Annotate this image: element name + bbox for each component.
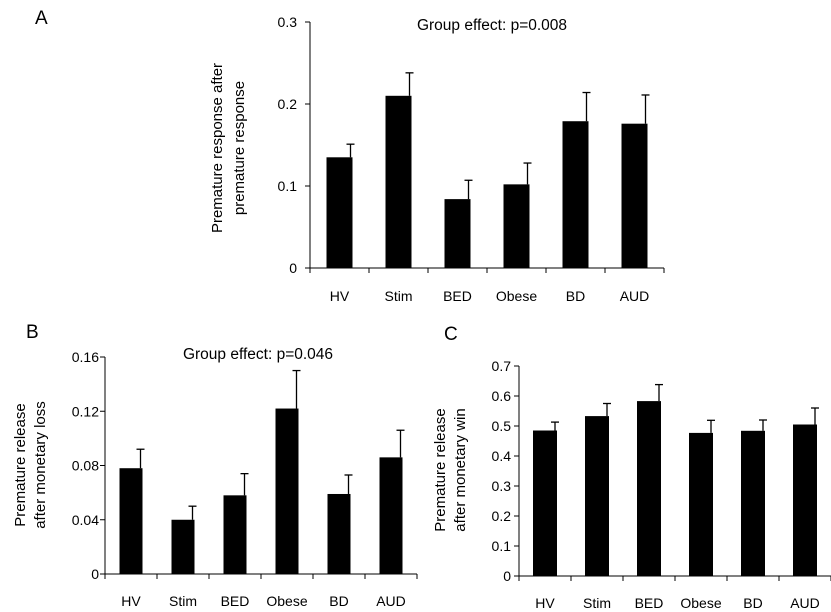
panel-b-y-axis-title: Premature release after monetary loss [12, 401, 49, 529]
panel-a-marks: 0 0.1 0.2 0.3 HV Stim BED Obese BD AUD [278, 14, 665, 304]
panel-b-category-label-bed: BED [221, 593, 250, 609]
panel-c-bar-bd [741, 430, 765, 576]
panel-b-category-label-hv: HV [121, 593, 141, 609]
panel-b-bar-bd [327, 493, 351, 574]
panel-a-y-axis-title: Premature response after premature respo… [209, 63, 248, 233]
panel-a-bar-aud [621, 123, 648, 269]
panel-b-title: Group effect: p=0.046 [183, 346, 333, 363]
panel-c-category-label-obese: Obese [680, 595, 721, 611]
panel-c-bar-aud [793, 424, 817, 576]
panel-c-category-label-stim: Stim [583, 595, 611, 611]
panel-c-bar-stim [585, 416, 609, 576]
panel-b-y-tick-label: 0.08 [72, 458, 99, 474]
panel-c-y-tick-label: 0.2 [492, 508, 512, 524]
panel-b-y-tick-label: 0.04 [72, 512, 99, 528]
panel-a-title: Group effect: p=0.008 [417, 17, 567, 34]
panel-a-y-tick-label: 0.3 [278, 14, 298, 30]
panel-c-y-tick-label: 0.6 [492, 388, 512, 404]
panel-c-y-axis-title-line-2: after monetary win [452, 408, 469, 531]
panel-a-y-axis-title-line-1: Premature response after [209, 63, 226, 233]
panel-b-bar-aud [379, 457, 403, 574]
panel-b-bar-stim [171, 519, 195, 574]
panel-a-category-label-hv: HV [330, 288, 350, 304]
panel-label-a: A [35, 8, 48, 29]
panel-a-y-tick-label: 0 [289, 260, 297, 276]
panel-b-bar-obese [275, 408, 299, 574]
panel-b-bar-bed [223, 495, 247, 574]
panel-c-y-axis-title-line-1: Premature release [432, 408, 449, 531]
panel-a-y-axis-title-line-2: premature response [231, 81, 248, 215]
panel-a-bar-obese [503, 184, 530, 268]
panel-c-y-axis-title: Premature release after monetary win [432, 408, 469, 531]
panel-a-category-label-bed: BED [443, 288, 472, 304]
panel-b-marks: 0 0.04 0.08 0.12 0.16 HV Stim BED Obese BD AUD [72, 349, 418, 609]
panel-b-y-tick-label: 0.16 [72, 349, 99, 365]
panel-b: B Group effect: p=0.046 Premature releas… [12, 322, 418, 609]
panel-b-category-label-obese: Obese [266, 593, 307, 609]
panel-a-bar-hv [326, 157, 353, 268]
panel-b-y-tick-label: 0.12 [72, 403, 99, 419]
panel-b-y-axis-title-line-2: after monetary loss [32, 401, 49, 529]
panel-a-bar-bed [444, 199, 471, 268]
panel-a-category-label-bd: BD [566, 288, 585, 304]
panel-b-bar-hv [119, 468, 143, 574]
panel-label-b: B [26, 322, 39, 343]
panel-c-y-tick-label: 0.7 [492, 358, 512, 374]
panel-c-category-label-bed: BED [635, 595, 664, 611]
panel-c-y-tick-label: 0.4 [492, 448, 512, 464]
panel-c-y-tick-label: 0.1 [492, 538, 512, 554]
panel-b-category-label-stim: Stim [169, 593, 197, 609]
panel-label-c: C [444, 324, 458, 345]
panel-a-y-tick-label: 0.1 [278, 178, 298, 194]
panel-c: C Premature release after monetary win 0… [432, 324, 831, 611]
panel-b-category-label-aud: AUD [376, 593, 406, 609]
panel-a-y-tick-label: 0.2 [278, 96, 298, 112]
panel-c-y-tick-label: 0 [503, 568, 511, 584]
panel-b-y-axis-title-line-1: Premature release [12, 403, 29, 526]
panel-c-marks: 0 0.1 0.2 0.3 0.4 0.5 0.6 0.7 HV Stim BED Obese BD AU… [492, 358, 831, 611]
panel-c-category-label-aud: AUD [790, 595, 820, 611]
panel-c-category-label-bd: BD [743, 595, 762, 611]
panel-a: A Group effect: p=0.008 Premature respon… [35, 8, 665, 304]
panel-a-category-label-aud: AUD [620, 288, 650, 304]
panel-c-bar-obese [689, 432, 713, 576]
panel-b-y-tick-label: 0 [91, 566, 99, 582]
panel-c-y-tick-label: 0.3 [492, 478, 512, 494]
panel-c-y-tick-label: 0.5 [492, 418, 512, 434]
panel-a-bar-bd [562, 121, 589, 268]
panel-b-category-label-bd: BD [329, 593, 348, 609]
panel-a-category-label-obese: Obese [496, 288, 537, 304]
panel-a-bar-stim [385, 95, 412, 268]
panel-c-bar-bed [637, 401, 661, 576]
panel-a-category-label-stim: Stim [385, 288, 413, 304]
panel-c-bar-hv [533, 430, 557, 576]
panel-c-category-label-hv: HV [535, 595, 555, 611]
